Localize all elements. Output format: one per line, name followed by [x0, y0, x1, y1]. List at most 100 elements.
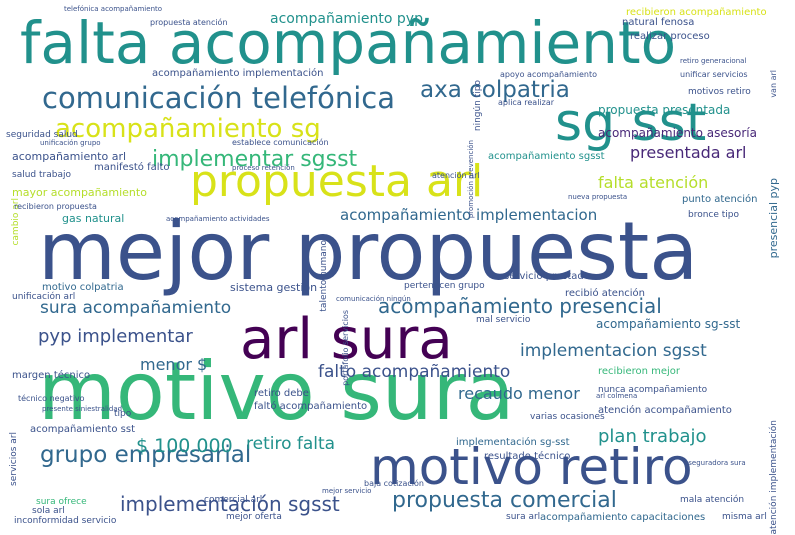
word-cloud-term: tipo	[114, 409, 132, 419]
word-cloud-term: mejor servicio	[322, 487, 372, 495]
word-cloud-term: sura acompañamiento	[40, 298, 232, 318]
word-cloud-term: sg sst	[555, 93, 707, 153]
word-cloud-term: propuesta atención	[150, 18, 228, 27]
word-cloud-term: nueva propuesta	[568, 193, 628, 201]
word-cloud-term: mayor acompañamiento	[12, 186, 147, 199]
word-cloud-term: acompañamiento asesoría	[598, 126, 757, 140]
word-cloud-term: motivo retiro	[370, 438, 693, 496]
word-cloud-term: recibió atención	[565, 288, 646, 299]
word-cloud-term: nunca acompañamiento	[598, 385, 708, 395]
word-cloud-term: comercial arl	[204, 495, 263, 505]
word-cloud-term: telefónica acompañamiento	[64, 5, 163, 13]
word-cloud-term: presente siniestralidad	[42, 405, 123, 413]
word-cloud-term: atención implementación	[769, 420, 779, 535]
word-cloud-term: $ 100.000	[136, 435, 233, 457]
word-cloud-term: técnico negativo	[18, 394, 85, 403]
word-cloud-term: implementación sgsst	[120, 492, 340, 516]
word-cloud-term: varias ocasiones	[530, 412, 605, 422]
word-cloud-term: retiro generacional	[680, 57, 747, 65]
word-cloud-term: presentada arl	[630, 143, 747, 162]
word-cloud-term: falta atención	[598, 173, 709, 192]
word-cloud-term: grupo empresarial	[40, 442, 252, 468]
word-cloud-term: unificación grupo	[40, 139, 101, 147]
word-cloud-term: implementacion sgsst	[520, 341, 707, 361]
word-cloud-term: salud trabajo	[12, 170, 71, 180]
word-cloud-term: pyp implementar	[38, 326, 193, 347]
word-cloud-term: ningún tipo	[473, 80, 483, 132]
word-cloud-term: realizar proceso	[630, 31, 710, 42]
word-cloud-term: presencial pyp	[767, 178, 780, 259]
word-cloud-term: implementar sgsst	[152, 147, 358, 172]
word-cloud-term: mejor propuesta	[38, 205, 699, 298]
word-cloud-term: unificación arl	[12, 292, 76, 302]
word-cloud-term: mala atención	[680, 495, 745, 505]
word-cloud-term: sura ofrece	[36, 497, 87, 507]
word-cloud-term: propuesta presentada	[598, 103, 731, 117]
word-cloud-term: acompañamiento sgsst	[488, 151, 605, 162]
word-cloud-term: natural fenosa	[622, 17, 695, 28]
word-cloud-term: servicio prestado	[504, 271, 590, 282]
word-cloud-term: unificar servicios	[680, 70, 748, 79]
word-cloud-term: gas natural	[62, 212, 125, 225]
word-cloud-term: propuesta comercial	[392, 488, 617, 513]
word-cloud-term: acompañamiento actividades	[166, 215, 270, 223]
word-cloud-term: implementación sg-sst	[456, 437, 570, 448]
word-cloud-term: van arl	[769, 70, 778, 98]
word-cloud-term: misma arl	[722, 512, 767, 522]
word-cloud-term: recibieron mejor	[598, 366, 681, 377]
word-cloud-term: proceso retención	[232, 164, 295, 172]
word-cloud-term: talento humano	[319, 240, 329, 312]
word-cloud-term: acompañamiento sg-sst	[596, 317, 741, 331]
word-cloud-term: motivos retiro	[688, 87, 751, 97]
word-cloud-term: acompañamiento arl	[12, 150, 127, 163]
word-cloud-term: motivo colpatria	[42, 282, 124, 293]
word-cloud-term: recaudo menor	[458, 384, 580, 403]
word-cloud-term: acompañamiento implementación	[152, 68, 324, 79]
word-cloud-term: arl colmena	[596, 392, 638, 400]
word-cloud-term: punto atención	[682, 194, 758, 205]
word-cloud-term: atención acompañamiento	[598, 405, 732, 416]
word-cloud-term: retiro falta	[246, 434, 336, 454]
word-cloud-term: comunicación ningún	[336, 295, 411, 303]
word-cloud-term: menor $	[140, 355, 208, 374]
word-cloud-term: baja cotización	[364, 479, 424, 488]
word-cloud-term: acompañamiento sst	[30, 424, 135, 435]
word-cloud-term: sistema gestión	[230, 281, 318, 294]
word-cloud-term: servicios arl	[9, 432, 19, 486]
word-cloud-term: margen técnico	[12, 370, 91, 381]
word-cloud-term: resultado técnico	[484, 451, 571, 462]
word-cloud-term: bronce tipo	[688, 210, 740, 220]
word-cloud-term: comunicación telefónica	[42, 81, 396, 115]
word-cloud-term: acompañamiento sg	[55, 114, 321, 144]
word-cloud-term: manifestó falto	[94, 162, 170, 173]
word-cloud-term: aseguradora sura	[684, 459, 746, 467]
word-cloud-term: motivo sura	[38, 345, 515, 438]
word-cloud-term: plan trabajo	[598, 426, 707, 447]
word-cloud-term: establece comunicación	[232, 138, 329, 147]
word-cloud-term: propuesta arl	[190, 156, 484, 207]
word-cloud-term: falta acompañamiento	[20, 9, 677, 77]
word-cloud-term: mejor oferta	[226, 512, 282, 522]
word-cloud-term: apoyo acompañamiento	[500, 70, 598, 79]
word-cloud-term: acompañamiento presencial	[378, 294, 662, 318]
word-cloud-term: portafolio servicios	[341, 310, 350, 386]
word-cloud-term: axa colpatria	[420, 77, 570, 103]
word-cloud-term: inconformidad servicio	[14, 516, 117, 526]
word-cloud-term: seguridad salud	[6, 130, 78, 140]
word-cloud-term: mal servicio	[476, 315, 531, 325]
word-cloud-term: arl sura	[240, 307, 453, 372]
word-cloud-term: atención arl	[432, 171, 480, 180]
word-cloud-term: aplica realizar	[498, 98, 555, 107]
word-cloud-term: pertenecen grupo	[404, 281, 485, 291]
word-cloud-term: acompañamiento implementacion	[340, 206, 598, 224]
word-cloud-term: falto acompañamiento	[318, 362, 511, 382]
word-cloud-term: acompañamiento capacitaciones	[540, 512, 706, 523]
word-cloud-term: faltó acompañamiento	[254, 401, 368, 412]
word-cloud-term: promoción prevención	[467, 140, 475, 219]
word-cloud-term: sola arl	[32, 506, 65, 516]
word-cloud-term: recibieron propuesta	[14, 202, 97, 211]
word-cloud-term: recibieron acompañamiento	[626, 7, 767, 18]
word-cloud-term: sura arl	[506, 512, 541, 522]
word-cloud-term: retiro debe	[254, 388, 309, 399]
